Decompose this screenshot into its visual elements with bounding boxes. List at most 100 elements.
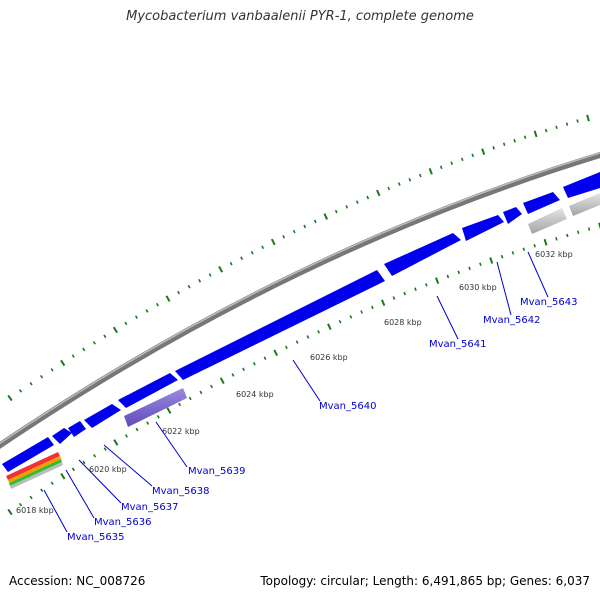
gene-label-5635[interactable]: Mvan_5635 <box>67 532 124 543</box>
inner-ring-tick <box>93 453 97 458</box>
inner-ring-tick <box>7 508 13 516</box>
inner-ring-tick <box>370 305 374 310</box>
outer-ring-tick <box>387 186 391 191</box>
gene-arrow-5642[interactable] <box>462 215 504 241</box>
inner-ring-tick <box>219 377 225 384</box>
accession-text: Accession: NC_008726 <box>9 574 146 588</box>
gene-arrow-5640[interactable] <box>175 270 385 380</box>
inner-ring-tick <box>82 460 86 465</box>
outer-ring-tick <box>334 209 338 214</box>
multicolor-feature[interactable] <box>6 452 60 480</box>
leader-5640 <box>292 359 321 402</box>
outer-ring-tick <box>303 224 307 229</box>
leader-5638 <box>103 444 153 487</box>
inner-ring-tick <box>414 287 417 291</box>
inner-ring-tick <box>124 434 128 438</box>
inner-ring-tick <box>284 345 288 350</box>
gene-label-5638[interactable]: Mvan_5638 <box>152 486 209 497</box>
gene-label-5637[interactable]: Mvan_5637 <box>121 502 178 513</box>
inner-ring-tick <box>252 361 256 366</box>
inner-ring-tick <box>146 421 150 425</box>
genome-backbone-highlight <box>0 152 600 445</box>
gene-arrow-5641[interactable] <box>384 233 461 276</box>
inner-ring-tick <box>392 296 396 300</box>
inner-ring-tick <box>231 373 235 377</box>
inner-ring-tick <box>273 349 278 357</box>
outer-ring-tick <box>282 234 286 239</box>
leader-5642 <box>496 261 512 316</box>
outer-ring-tick <box>240 256 244 260</box>
outer-ring-tick <box>481 148 486 156</box>
gene-label-5643[interactable]: Mvan_5643 <box>520 297 577 308</box>
outer-ring-tick <box>576 119 579 123</box>
scale-labels: 6018 kbp 6020 kbp 6022 kbp 6024 kbp 6026… <box>16 250 573 515</box>
gene-arrow-5639[interactable] <box>118 373 178 408</box>
outer-ring-tick <box>586 114 590 122</box>
outer-ring-tick <box>156 302 159 307</box>
gene-arrow-5637[interactable] <box>68 421 86 437</box>
inner-ring-tick <box>434 277 440 284</box>
gene-label-5641[interactable]: Mvan_5641 <box>429 339 486 350</box>
grey-feature-5643[interactable] <box>528 208 567 234</box>
leader-5636 <box>65 469 95 519</box>
outer-ring-tick <box>523 135 527 140</box>
outer-ring-tick <box>439 165 443 170</box>
outer-ring-tick <box>208 273 212 277</box>
inner-ring-tick <box>457 270 461 275</box>
gene-label-leaders <box>43 251 549 533</box>
outer-ring-tick <box>355 200 359 204</box>
outer-ring-tick <box>471 153 475 158</box>
outer-ring-tick <box>418 173 422 178</box>
scale-label-6032: 6032 kbp <box>535 250 573 259</box>
outer-ring-tick <box>376 189 381 197</box>
outer-ring-tick <box>565 122 569 126</box>
scale-label-6024: 6024 kbp <box>236 390 274 399</box>
inner-ring-tick <box>349 315 353 319</box>
outer-ring-tick <box>250 250 254 255</box>
inner-ring-tick <box>380 299 386 306</box>
outer-ring-tick <box>187 284 191 289</box>
inner-ring-tick <box>446 274 450 279</box>
outer-ring-tick <box>145 309 149 313</box>
inner-ring-tick <box>511 251 515 255</box>
outer-ring-tick <box>7 394 13 402</box>
gene-labels: Mvan_5635 Mvan_5636 Mvan_5637 Mvan_5638 … <box>67 297 577 543</box>
gene-arrow-5643[interactable] <box>503 207 522 224</box>
inner-ring-tick <box>533 243 536 248</box>
inner-ring-tick <box>424 283 428 287</box>
outer-ring-tick <box>313 219 317 224</box>
outer-ring-tick <box>103 334 107 339</box>
gene-label-5639[interactable]: Mvan_5639 <box>188 466 245 477</box>
outer-ring-tick <box>18 389 23 393</box>
map-title: Mycobacterium vanbaalenii PYR-1, complet… <box>126 9 474 24</box>
inner-ring-tick <box>338 319 342 324</box>
gene-arrow-5636[interactable] <box>52 428 72 444</box>
gene-arrow-5635[interactable] <box>2 437 54 472</box>
outer-tick-ring <box>7 114 590 402</box>
outer-ring-tick <box>323 213 329 220</box>
gene-label-5642[interactable]: Mvan_5642 <box>483 315 540 326</box>
outer-ring-tick <box>82 347 86 352</box>
gene-arrow-5638[interactable] <box>84 404 121 428</box>
outer-ring-tick <box>29 381 33 386</box>
inner-ring-tick <box>29 495 33 500</box>
gene-arrow-5644[interactable] <box>523 192 560 214</box>
gene-label-5640[interactable]: Mvan_5640 <box>319 401 376 412</box>
pseudo-gene-5639[interactable] <box>124 388 187 427</box>
leader-5639 <box>155 421 188 468</box>
outer-ring-tick <box>513 138 516 143</box>
grey-feature-5645[interactable] <box>569 193 600 216</box>
gene-label-5636[interactable]: Mvan_5636 <box>94 517 151 528</box>
inner-ring-tick <box>468 266 471 271</box>
inner-ring-tick <box>555 237 558 241</box>
inner-ring-tick <box>199 390 203 395</box>
inner-ring-tick <box>60 473 66 480</box>
multicolor-feature-band-3 <box>9 459 62 486</box>
leader-5643 <box>527 251 549 298</box>
inner-ring-tick <box>327 323 332 331</box>
inner-ring-tick <box>263 356 267 360</box>
scale-label-6030: 6030 kbp <box>459 283 497 292</box>
gene-arrow-5645[interactable] <box>563 172 600 198</box>
inner-ring-tick <box>71 467 75 472</box>
